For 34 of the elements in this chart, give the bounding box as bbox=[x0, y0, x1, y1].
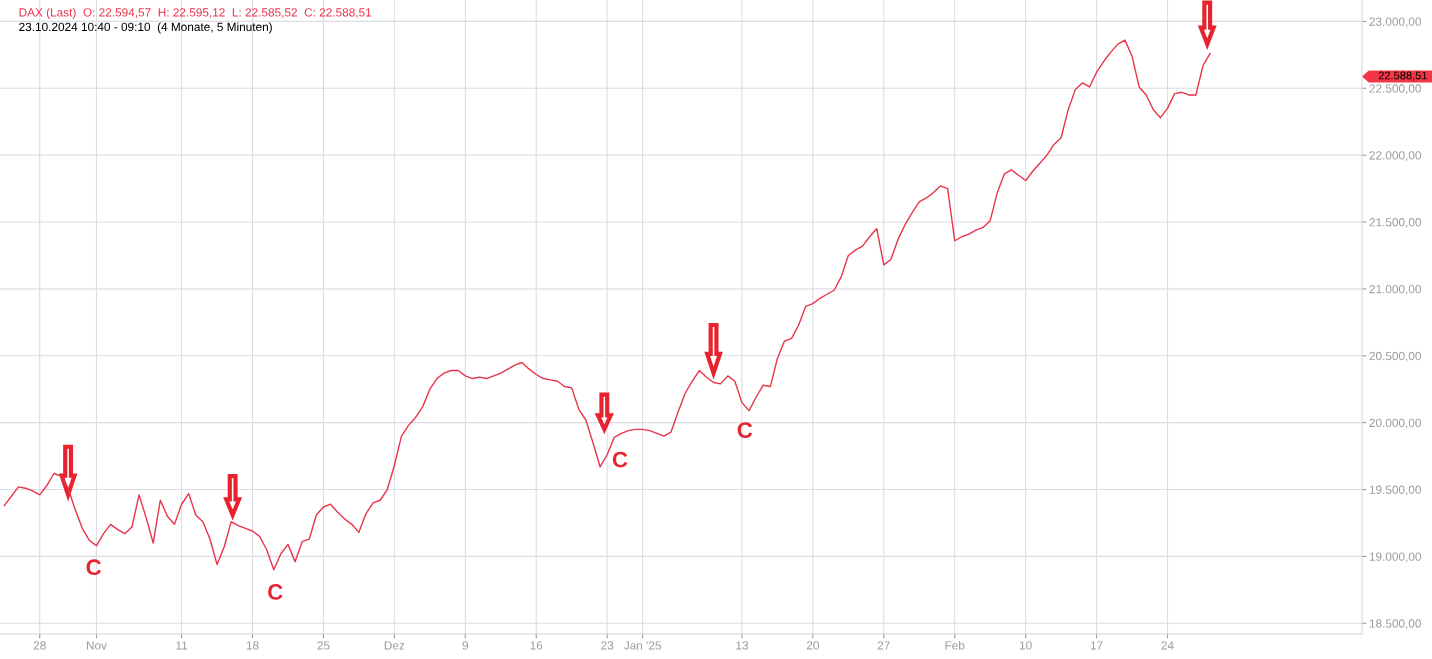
annotation: C bbox=[612, 451, 628, 468]
x-tick-label: Feb bbox=[945, 640, 965, 650]
y-tick-label: 21.000,00 bbox=[1369, 284, 1421, 295]
y-tick-label: 19.000,00 bbox=[1369, 552, 1421, 563]
x-tick-label: 27 bbox=[877, 641, 890, 650]
x-tick-label: 25 bbox=[317, 641, 330, 650]
x-tick-label: 24 bbox=[1161, 641, 1174, 650]
y-tick-label: 20.000,00 bbox=[1369, 418, 1421, 429]
x-tick-label: 17 bbox=[1090, 641, 1103, 650]
y-tick-label: 19.500,00 bbox=[1369, 485, 1421, 496]
y-tick-label: 21.500,00 bbox=[1369, 218, 1421, 228]
y-tick-label: 18.500,00 bbox=[1369, 619, 1421, 630]
text: 23.10.2024 10:40 - 09:10 (4 Monate, 5 Minuten) bbox=[19, 22, 272, 34]
x-tick-label: Jan '25 bbox=[623, 641, 661, 650]
y-tick-label: 22.500,00 bbox=[1369, 84, 1421, 95]
x-tick-label: 9 bbox=[462, 641, 469, 650]
y-tick-label: 20.500,00 bbox=[1369, 351, 1421, 362]
annotation: C bbox=[268, 584, 283, 600]
annotation: C bbox=[737, 422, 753, 438]
text: 22.588,51 bbox=[1378, 71, 1428, 81]
x-tick-label: 10 bbox=[1019, 641, 1032, 650]
y-tick-label: 22.000,00 bbox=[1369, 151, 1421, 161]
annotation: C bbox=[86, 559, 102, 576]
x-tick-label: 23 bbox=[601, 641, 614, 650]
x-tick-label: 20 bbox=[806, 641, 819, 650]
x-tick-label: 16 bbox=[530, 641, 543, 650]
x-tick-label: Nov bbox=[86, 641, 107, 650]
x-tick-label: 18 bbox=[246, 641, 259, 650]
y-tick-label: 23.000,00 bbox=[1369, 17, 1421, 28]
text: DAX (Last) O: 22.594,57 H: 22.595,12 L: 22.585,52 C: 22.588,51 bbox=[19, 7, 372, 19]
x-tick-label: 11 bbox=[176, 641, 188, 650]
x-tick-label: 28 bbox=[33, 641, 46, 650]
x-tick-label: Dez bbox=[384, 641, 405, 650]
x-tick-label: 13 bbox=[736, 641, 748, 650]
